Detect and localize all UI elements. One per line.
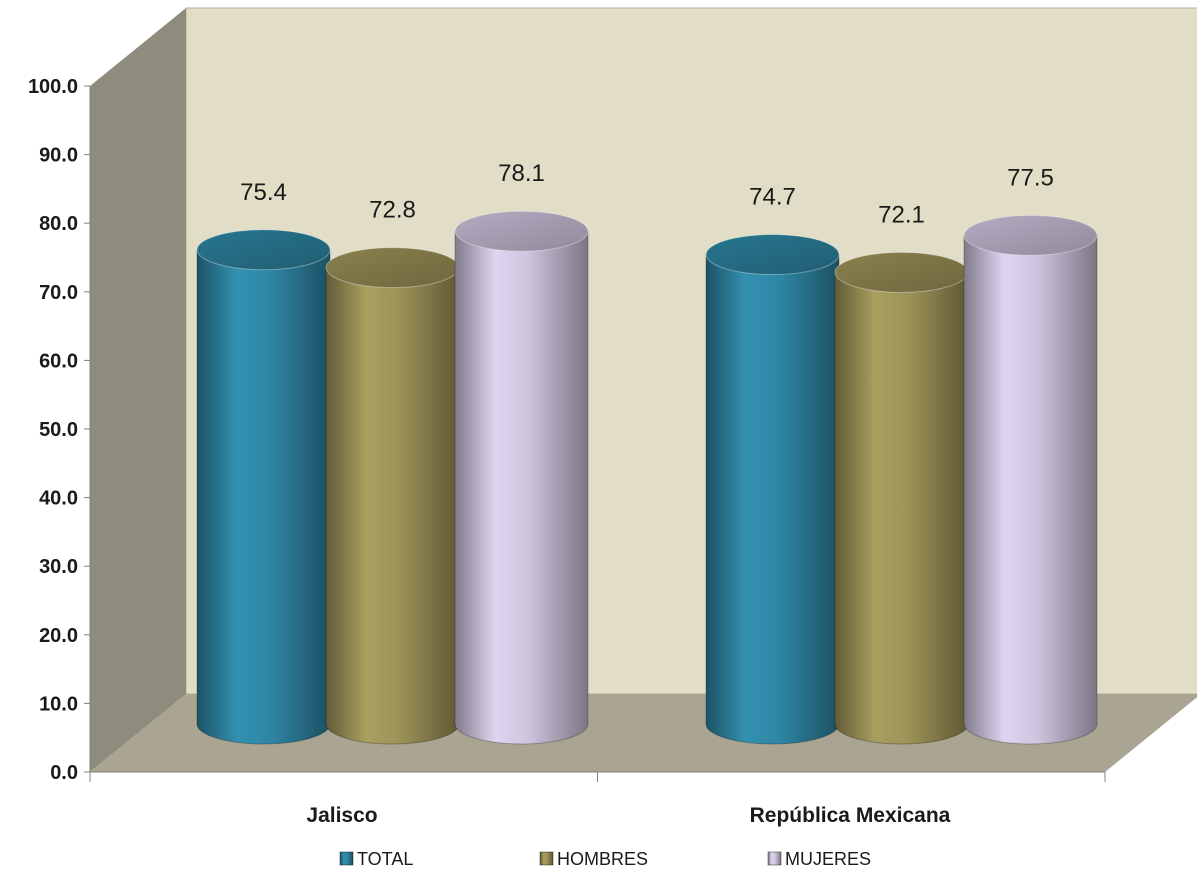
bar-body — [325, 267, 460, 745]
y-tick-label: 20.0 — [39, 625, 78, 647]
bar-mujeres-jalisco: 78.1 — [454, 160, 589, 745]
legend: TOTAL HOMBRES MUJERES — [339, 849, 871, 869]
bar-hombres-jalisco: 72.8 — [325, 197, 460, 745]
legend-label: HOMBRES — [557, 849, 648, 869]
category-label: Jalisco — [306, 804, 377, 827]
bars: 75.4 72.8 78.1 74.7 72.1 77.5 — [196, 160, 1098, 745]
bar-body — [454, 230, 589, 745]
data-label: 77.5 — [1007, 164, 1054, 191]
y-tick-label: 30.0 — [39, 556, 78, 578]
y-tick-label: 10.0 — [39, 693, 78, 715]
data-label: 72.1 — [878, 201, 925, 228]
legend-item-hombres: HOMBRES — [539, 849, 648, 869]
bar-body — [834, 271, 969, 745]
y-tick-label: 0.0 — [50, 762, 78, 784]
y-tick-label: 90.0 — [39, 145, 78, 167]
data-label: 78.1 — [498, 160, 545, 187]
y-tick-label: 80.0 — [39, 213, 78, 235]
bar-mujeres-republica-mexicana: 77.5 — [963, 164, 1098, 745]
bar-body — [196, 249, 331, 745]
bar-top — [196, 229, 331, 271]
legend-swatch — [539, 851, 554, 866]
bar-top — [325, 247, 460, 289]
legend-item-mujeres: MUJERES — [767, 849, 871, 869]
data-label: 74.7 — [749, 184, 796, 211]
bar-top — [705, 234, 840, 276]
data-label: 75.4 — [240, 179, 287, 206]
bar-total-jalisco: 75.4 — [196, 179, 331, 745]
data-label: 72.8 — [369, 197, 416, 224]
bar-body — [705, 254, 840, 745]
legend-swatch — [339, 851, 354, 866]
side-wall — [90, 8, 186, 772]
y-tick-label: 60.0 — [39, 350, 78, 372]
category-label: República Mexicana — [750, 804, 951, 827]
y-tick-label: 40.0 — [39, 488, 78, 510]
legend-swatch — [767, 851, 782, 866]
bar-top — [963, 214, 1098, 256]
bar-top — [454, 210, 589, 252]
bar-hombres-republica-mexicana: 72.1 — [834, 201, 969, 745]
y-tick-label: 70.0 — [39, 282, 78, 304]
legend-label: TOTAL — [357, 849, 413, 869]
category-axis: Jalisco República Mexicana — [89, 772, 1106, 827]
y-tick-label: 100.0 — [28, 76, 78, 98]
bar-top — [834, 251, 969, 293]
bar-body — [963, 234, 1098, 745]
legend-label: MUJERES — [785, 849, 871, 869]
legend-item-total: TOTAL — [339, 849, 413, 869]
y-tick-label: 50.0 — [39, 419, 78, 441]
bar-total-republica-mexicana: 74.7 — [705, 184, 840, 745]
